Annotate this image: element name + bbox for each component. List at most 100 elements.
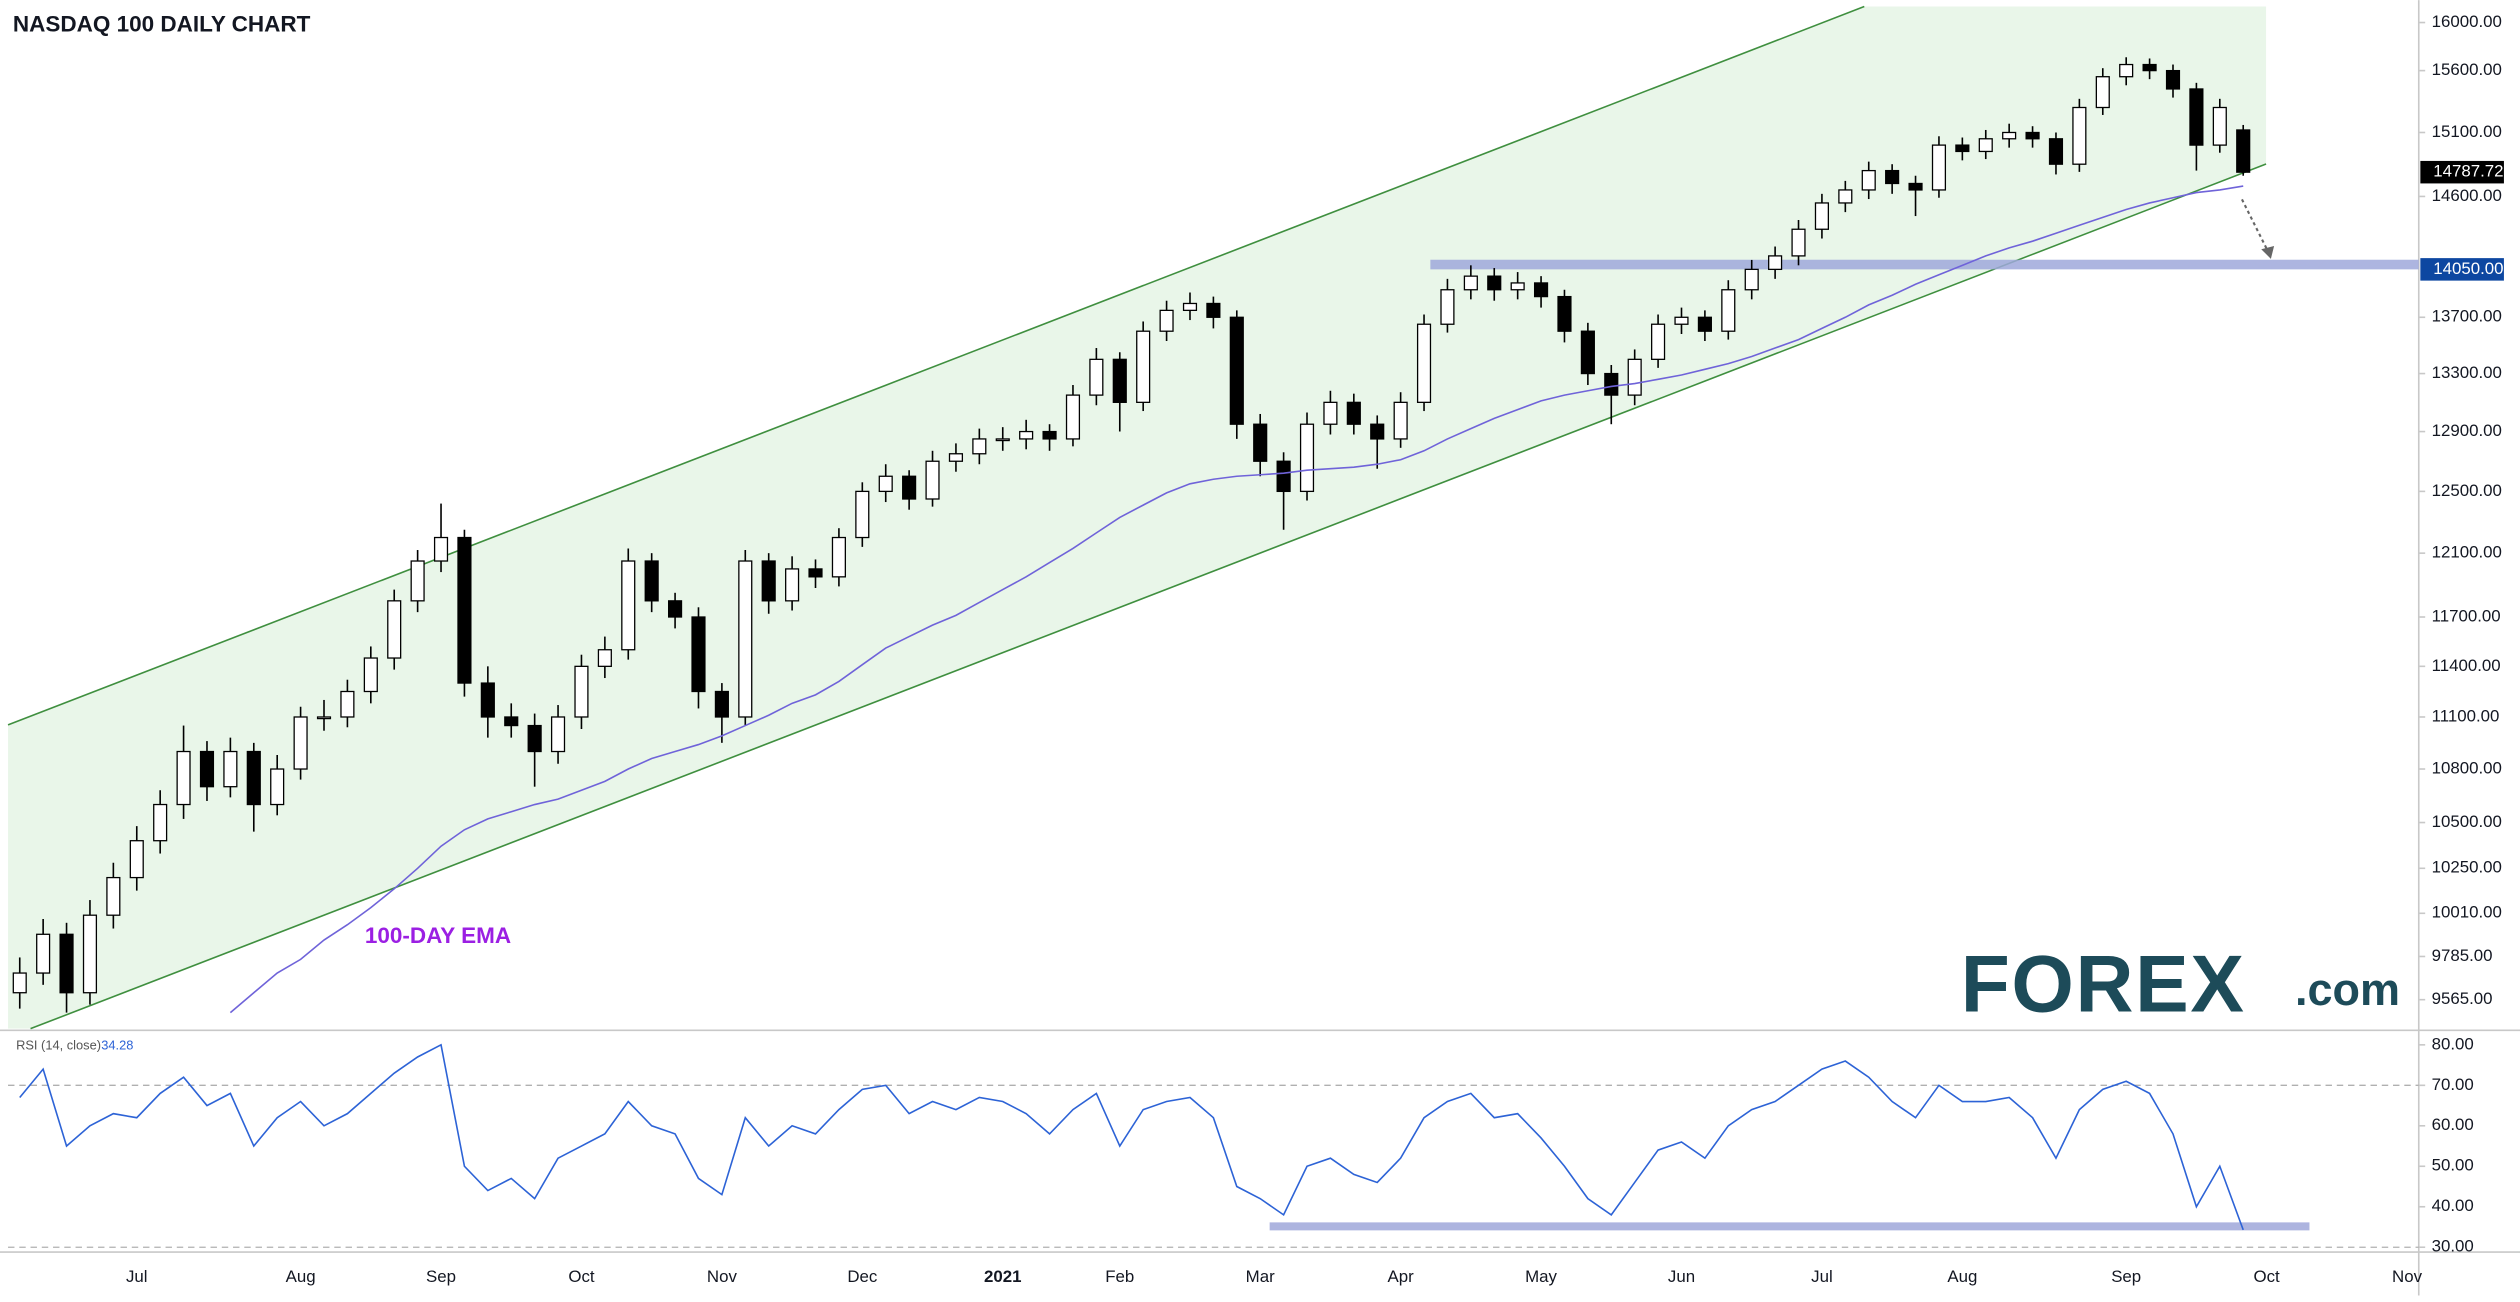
candle-body (2072, 106, 2087, 165)
candle-body (878, 475, 893, 493)
candle-body (1019, 430, 1034, 440)
candle-body (808, 568, 823, 578)
x-tick-label: Nov (2392, 1267, 2423, 1286)
candle-body (785, 568, 800, 602)
candle-body (1651, 323, 1666, 360)
candle-body (1463, 275, 1478, 291)
ema-label: 100-DAY EMA (365, 923, 511, 948)
candle-body (199, 750, 215, 788)
candle-body (1042, 430, 1057, 440)
candle-body (1885, 169, 1900, 185)
candle-body (972, 438, 987, 455)
candle-body (714, 690, 729, 718)
y-tick-label: 12100.00 (2432, 543, 2502, 562)
x-tick-label: Mar (1246, 1267, 1275, 1286)
candle-body (59, 933, 74, 994)
ema-line (229, 185, 2244, 1014)
candle-body (2119, 63, 2134, 78)
chart-title: NASDAQ 100 DAILY CHART (13, 12, 311, 37)
candle-body (691, 616, 706, 693)
x-tick-label: Sep (2111, 1267, 2141, 1286)
candle-body (644, 560, 659, 602)
arrow-head (2261, 246, 2275, 259)
candle-body (1299, 423, 1315, 493)
candle-body (761, 560, 776, 602)
candle-body (1955, 144, 1970, 153)
y-tick-label: 14600.00 (2432, 186, 2502, 205)
candle-body (316, 716, 332, 720)
rsi-line (19, 1043, 2244, 1231)
x-tick-label: Dec (847, 1267, 877, 1286)
candle-body (1814, 202, 1830, 230)
y-tick-label: 10800.00 (2432, 758, 2502, 777)
rsi-y-tick-label: 80.00 (2432, 1034, 2474, 1053)
support-label-box (2420, 258, 2504, 281)
candle-body (1604, 372, 1619, 396)
candle-body (995, 438, 1010, 442)
candle-body (1182, 302, 1198, 312)
candle-body (1627, 358, 1642, 396)
candle-body (1580, 330, 1595, 375)
candle-body (1744, 268, 1759, 291)
candle-body (855, 490, 870, 539)
candle-body (925, 460, 940, 500)
candle-body (2189, 88, 2204, 146)
candle-body (2142, 63, 2157, 72)
candle-body (1908, 182, 1923, 191)
y-tick-label: 11400.00 (2432, 656, 2501, 675)
candle-body (1510, 282, 1525, 291)
candle-body (387, 600, 402, 659)
candle-body (2025, 131, 2040, 140)
x-tick-label: 2021 (984, 1267, 1022, 1286)
rsi-y-tick-label: 60.00 (2432, 1115, 2474, 1134)
candle-body (293, 716, 308, 770)
x-tick-label: Aug (286, 1267, 316, 1286)
candle-body (176, 750, 191, 806)
candle-body (457, 536, 472, 684)
y-tick-label: 12900.00 (2432, 421, 2502, 440)
logo-brand: FOREX (1961, 939, 2246, 1029)
candle-body (948, 453, 964, 462)
y-tick-label: 9785.00 (2432, 946, 2493, 965)
candle-body (153, 803, 168, 842)
rsi-y-tick-label: 30.00 (2432, 1237, 2474, 1256)
candle-body (1065, 394, 1081, 440)
candle-body (433, 536, 449, 562)
candle-body (36, 933, 51, 974)
candle-body (106, 876, 121, 916)
rsi-y-tick-label: 70.00 (2432, 1075, 2474, 1094)
x-tick-label: Jul (1811, 1267, 1833, 1286)
rsi-y-tick-label: 40.00 (2432, 1196, 2474, 1215)
candle-body (1112, 358, 1127, 403)
candle-body (1978, 138, 1993, 153)
candle-body (621, 560, 636, 651)
support-band (1430, 259, 2419, 270)
candle-body (1931, 144, 1947, 191)
candle-body (597, 649, 612, 667)
candle-body (12, 972, 27, 994)
rsi-title: RSI (14, close) (16, 1038, 101, 1053)
candle-body (480, 682, 495, 718)
y-tick-label: 15100.00 (2432, 122, 2502, 141)
candle-body (574, 665, 589, 718)
candle-body (2236, 129, 2251, 173)
candle-body (1206, 302, 1221, 318)
candle-body (1768, 255, 1783, 271)
x-tick-label: May (1525, 1267, 1557, 1286)
candle-body (1697, 316, 1712, 332)
y-tick-label: 12500.00 (2432, 481, 2502, 500)
x-tick-label: Sep (426, 1267, 456, 1286)
candle-body (1674, 316, 1689, 325)
candle-body (1533, 282, 1549, 298)
candle-body (1159, 309, 1174, 332)
candle-body (270, 768, 285, 806)
rsi-last-value: 34.28 (101, 1038, 133, 1053)
candle-body (223, 750, 238, 788)
candle-body (1721, 289, 1736, 332)
candle-body (1487, 275, 1502, 291)
candle-body (1791, 228, 1806, 257)
x-tick-label: Oct (2254, 1267, 2281, 1286)
candle-body (2002, 131, 2017, 140)
candle-body (129, 840, 144, 879)
